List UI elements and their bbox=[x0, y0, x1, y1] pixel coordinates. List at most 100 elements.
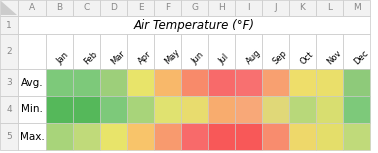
Bar bbox=[0, 69, 18, 96]
Bar bbox=[208, 96, 235, 123]
Text: Sep: Sep bbox=[271, 48, 289, 66]
Bar bbox=[0, 123, 18, 150]
Bar bbox=[343, 0, 370, 16]
Text: Aug: Aug bbox=[244, 48, 262, 66]
Bar bbox=[316, 123, 343, 150]
Bar bbox=[127, 34, 154, 69]
Bar bbox=[73, 96, 100, 123]
Text: B: B bbox=[56, 4, 63, 13]
Bar bbox=[100, 96, 127, 123]
Bar bbox=[73, 0, 100, 16]
Bar bbox=[316, 96, 343, 123]
Bar bbox=[181, 0, 208, 16]
Bar bbox=[127, 96, 154, 123]
Text: C: C bbox=[84, 4, 90, 13]
Bar bbox=[46, 123, 73, 150]
Text: May: May bbox=[163, 47, 182, 66]
Bar bbox=[316, 34, 343, 69]
Text: J: J bbox=[274, 4, 277, 13]
Bar bbox=[235, 96, 262, 123]
Bar bbox=[289, 69, 316, 96]
Bar bbox=[100, 123, 127, 150]
Bar bbox=[100, 69, 127, 96]
Bar bbox=[289, 0, 316, 16]
Bar bbox=[262, 123, 289, 150]
Bar bbox=[181, 34, 208, 69]
Text: Oct: Oct bbox=[298, 49, 315, 66]
Text: Jun: Jun bbox=[190, 50, 206, 66]
Text: F: F bbox=[165, 4, 170, 13]
Bar bbox=[262, 0, 289, 16]
Bar bbox=[289, 123, 316, 150]
Bar bbox=[127, 123, 154, 150]
Bar bbox=[18, 0, 46, 16]
Bar bbox=[154, 34, 181, 69]
Text: Avg.: Avg. bbox=[21, 78, 43, 88]
Bar bbox=[154, 96, 181, 123]
Text: I: I bbox=[247, 4, 250, 13]
Text: 1: 1 bbox=[6, 21, 12, 30]
Bar bbox=[0, 34, 18, 69]
Bar bbox=[262, 96, 289, 123]
Text: Apr: Apr bbox=[136, 49, 153, 66]
Bar bbox=[181, 123, 208, 150]
Text: 4: 4 bbox=[6, 105, 12, 114]
Bar bbox=[127, 69, 154, 96]
Bar bbox=[181, 69, 208, 96]
Bar bbox=[262, 69, 289, 96]
Bar bbox=[18, 16, 370, 34]
Text: D: D bbox=[110, 4, 117, 13]
Text: Min.: Min. bbox=[21, 104, 43, 114]
Bar bbox=[208, 0, 235, 16]
Bar bbox=[316, 0, 343, 16]
Text: Air Temperature (°F): Air Temperature (°F) bbox=[133, 19, 254, 32]
Text: H: H bbox=[218, 4, 225, 13]
Bar bbox=[100, 34, 127, 69]
Bar bbox=[208, 69, 235, 96]
Bar bbox=[262, 34, 289, 69]
Bar bbox=[154, 123, 181, 150]
Bar bbox=[18, 123, 46, 150]
Bar bbox=[154, 69, 181, 96]
Text: L: L bbox=[327, 4, 332, 13]
Bar bbox=[235, 123, 262, 150]
Bar bbox=[289, 34, 316, 69]
Bar bbox=[343, 96, 370, 123]
Bar bbox=[46, 96, 73, 123]
Bar bbox=[127, 0, 154, 16]
Text: Nov: Nov bbox=[325, 48, 343, 66]
Text: A: A bbox=[29, 4, 35, 13]
Bar bbox=[18, 34, 46, 69]
Text: G: G bbox=[191, 4, 198, 13]
Text: 2: 2 bbox=[6, 47, 12, 56]
Text: Max.: Max. bbox=[20, 131, 44, 142]
Bar bbox=[0, 16, 18, 34]
Bar bbox=[46, 69, 73, 96]
Bar bbox=[18, 69, 46, 96]
Bar bbox=[343, 123, 370, 150]
Bar bbox=[181, 96, 208, 123]
Text: 3: 3 bbox=[6, 78, 12, 87]
Bar bbox=[208, 34, 235, 69]
Bar bbox=[343, 34, 370, 69]
Bar bbox=[208, 123, 235, 150]
Bar bbox=[0, 0, 18, 16]
Bar bbox=[316, 69, 343, 96]
Text: Mar: Mar bbox=[109, 48, 127, 66]
Text: E: E bbox=[138, 4, 143, 13]
Bar bbox=[73, 123, 100, 150]
Bar bbox=[73, 34, 100, 69]
Text: Jan: Jan bbox=[55, 50, 71, 66]
Polygon shape bbox=[1, 1, 17, 15]
Bar bbox=[343, 69, 370, 96]
Bar bbox=[289, 96, 316, 123]
Text: Dec: Dec bbox=[352, 48, 370, 66]
Bar bbox=[0, 96, 18, 123]
Text: M: M bbox=[353, 4, 360, 13]
Bar bbox=[100, 0, 127, 16]
Text: K: K bbox=[299, 4, 305, 13]
Bar bbox=[46, 34, 73, 69]
Text: Jul: Jul bbox=[217, 52, 231, 66]
Bar bbox=[154, 0, 181, 16]
Text: Feb: Feb bbox=[82, 49, 99, 66]
